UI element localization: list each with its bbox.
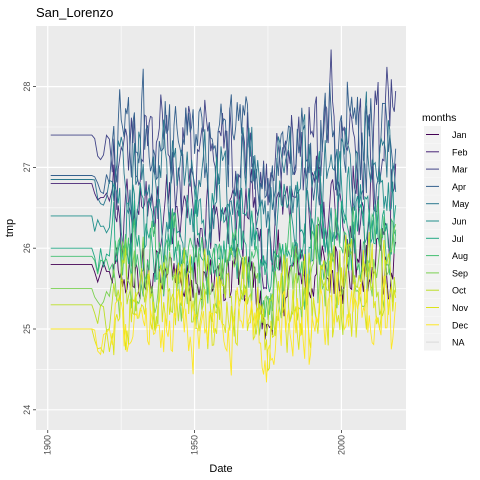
y-tick-label: 27 bbox=[22, 162, 32, 172]
series-line-jun bbox=[50, 151, 397, 267]
legend-item-feb: Feb bbox=[424, 143, 468, 161]
legend-item-sep: Sep bbox=[424, 264, 468, 282]
legend-item-jun: Jun bbox=[424, 212, 467, 230]
legend-item-nov: Nov bbox=[424, 299, 469, 316]
series-line-dec bbox=[50, 271, 397, 383]
legend-label: NA bbox=[452, 338, 465, 348]
legend-label: Jan bbox=[452, 130, 467, 140]
chart-title: San_Lorenzo bbox=[36, 5, 113, 20]
legend-item-jul: Jul bbox=[424, 229, 464, 247]
legend-label: Dec bbox=[452, 320, 469, 330]
legend-item-na: NA bbox=[424, 333, 465, 351]
legend-label: May bbox=[452, 199, 470, 209]
legend-title: months bbox=[422, 112, 456, 124]
x-axis-title: Date bbox=[209, 463, 232, 475]
series-line-sep bbox=[50, 223, 397, 336]
legend-item-apr: Apr bbox=[424, 177, 466, 195]
legend-label: Feb bbox=[452, 147, 468, 157]
series-lines bbox=[50, 49, 397, 383]
legend-item-may: May bbox=[424, 195, 470, 213]
y-tick-label: 28 bbox=[22, 82, 32, 92]
y-tick-label: 26 bbox=[22, 243, 32, 253]
y-axis: 24 25 26 27 28 bbox=[22, 82, 36, 415]
legend: months Jan Feb Mar Apr May Jun Jul Aug Sep Oct Nov… bbox=[422, 112, 470, 351]
series-line-aug bbox=[50, 199, 397, 318]
y-axis-title: tmp bbox=[4, 219, 16, 237]
x-axis: 1900 1950 2000 bbox=[43, 430, 346, 455]
series-line-mar bbox=[50, 49, 397, 216]
legend-label: Jun bbox=[452, 217, 467, 227]
y-tick-label: 24 bbox=[22, 405, 32, 415]
legend-label: Aug bbox=[452, 251, 468, 261]
legend-item-mar: Mar bbox=[424, 160, 468, 178]
legend-label: Apr bbox=[452, 182, 466, 192]
y-tick-label: 25 bbox=[22, 324, 32, 334]
legend-item-dec: Dec bbox=[424, 316, 469, 334]
legend-label: Nov bbox=[452, 303, 469, 313]
plot-panel bbox=[36, 26, 406, 430]
x-tick-label: 2000 bbox=[336, 435, 346, 455]
legend-label: Oct bbox=[452, 286, 467, 296]
legend-item-jan: Jan bbox=[424, 126, 467, 143]
legend-label: Mar bbox=[452, 165, 468, 175]
series-line-jan bbox=[50, 222, 397, 340]
legend-item-aug: Aug bbox=[424, 247, 468, 265]
series-line-jul bbox=[50, 199, 397, 297]
legend-item-oct: Oct bbox=[424, 281, 467, 299]
legend-label: Sep bbox=[452, 268, 468, 278]
x-tick-label: 1900 bbox=[43, 435, 53, 455]
legend-label: Jul bbox=[452, 234, 464, 244]
x-tick-label: 1950 bbox=[190, 435, 200, 455]
series-line-nov bbox=[50, 235, 397, 372]
series-line-may bbox=[50, 91, 397, 243]
